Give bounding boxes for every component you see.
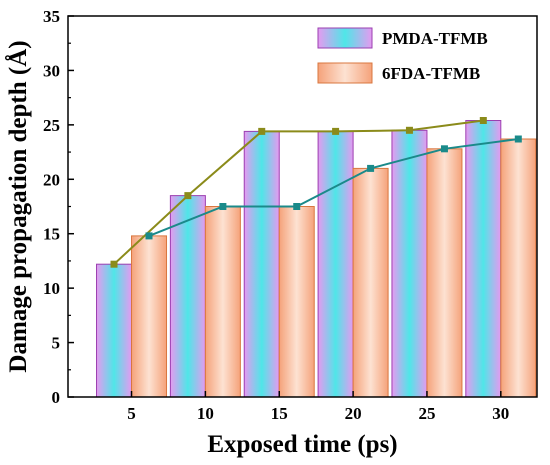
axes-layer: 0 5 10 15 20 25 30 35 5 10 15 20 25 30 [43, 7, 538, 423]
bar-pmda-10 [169, 195, 206, 398]
y-tick-label: 35 [43, 7, 60, 26]
legend-swatch-pmda [317, 27, 373, 49]
bar-pmda-15 [243, 130, 280, 398]
series-marker-6fda-10 [219, 203, 227, 210]
y-tick-label: 5 [52, 334, 61, 353]
bar-6fda-15 [278, 206, 315, 398]
x-axis-label: Exposed time (ps) [207, 431, 397, 458]
trend-lines-layer [110, 117, 522, 268]
series-marker-pmda-20 [332, 127, 340, 135]
bar-pmda-5 [96, 263, 133, 398]
x-tick-label: 25 [418, 404, 435, 423]
x-tick-label: 15 [271, 404, 288, 423]
bar-pmda-20 [317, 130, 354, 398]
y-tick-label: 15 [43, 225, 60, 244]
y-tick-label: 0 [52, 388, 61, 407]
bar-pmda-30 [465, 120, 502, 398]
legend-label-pmda: PMDA-TFMB [382, 29, 488, 48]
legend: PMDA-TFMB 6FDA-TFMB [317, 27, 488, 84]
bar-6fda-20 [352, 167, 389, 398]
y-axis-label: Damage propagation depth (Å) [4, 40, 32, 372]
series-marker-6fda-20 [367, 164, 375, 172]
bar-pmda-25 [391, 129, 428, 398]
y-tick-label: 30 [43, 61, 60, 80]
series-marker-6fda-15 [293, 203, 301, 210]
bar-6fda-5 [131, 235, 168, 398]
bar-6fda-10 [204, 206, 241, 398]
legend-label-6fda: 6FDA-TFMB [382, 64, 480, 83]
series-line-6fda [148, 138, 519, 237]
series-marker-pmda-15 [258, 127, 266, 135]
y-tick-label: 25 [43, 116, 60, 135]
y-tick-label: 20 [43, 170, 60, 189]
bar-6fda-25 [426, 148, 463, 398]
bars-layer [96, 120, 537, 398]
x-tick-label: 10 [197, 404, 214, 423]
series-marker-pmda-25 [405, 126, 413, 134]
series-marker-pmda-5 [110, 260, 118, 268]
series-marker-6fda-25 [440, 145, 448, 153]
series-line-pmda [113, 119, 484, 265]
series-marker-6fda-30 [514, 135, 522, 143]
series-marker-6fda-5 [145, 232, 153, 240]
series-marker-pmda-30 [479, 117, 487, 125]
series-marker-pmda-10 [184, 192, 192, 200]
bar-6fda-30 [500, 138, 537, 398]
x-tick-label: 30 [492, 404, 509, 423]
x-tick-label: 20 [345, 404, 362, 423]
x-tick-label: 5 [127, 404, 136, 423]
legend-swatch-6fda [317, 62, 373, 84]
y-tick-label: 10 [43, 279, 60, 298]
